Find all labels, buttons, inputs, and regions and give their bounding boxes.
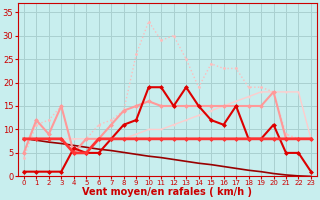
X-axis label: Vent moyen/en rafales ( km/h ): Vent moyen/en rafales ( km/h )	[82, 187, 252, 197]
